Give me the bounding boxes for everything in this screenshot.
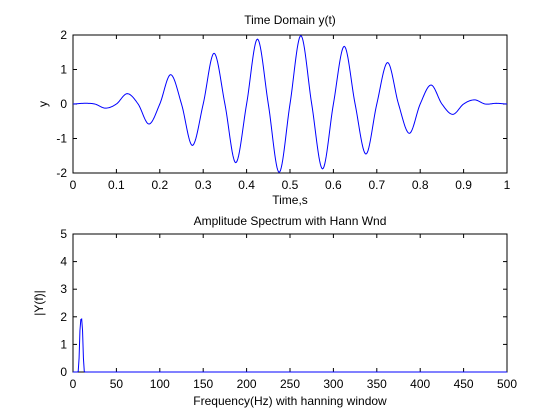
spectrum-ytick-label: 3 [60,282,67,296]
time-domain-xtick-label: 0.7 [368,178,385,192]
spectrum-xtick-label: 150 [193,377,213,391]
spectrum-plot: Amplitude Spectrum with Hann Wnd 0 50 100 1… [32,214,517,408]
time-domain-xtick-label: 0.5 [282,178,299,192]
spectrum-xtick-label: 500 [497,377,517,391]
spectrum-ylabel: |Y(f)| [32,290,46,316]
spectrum-xtick-label: 0 [70,377,77,391]
spectrum-xtick-label: 400 [410,377,430,391]
time-domain-title: Time Domain y(t) [244,13,336,27]
spectrum-ytick-label: 0 [60,365,67,379]
time-domain-ytick-label: 2 [60,28,67,42]
spectrum-ytick-label: 5 [60,227,67,241]
time-domain-ylabel: y [36,101,50,107]
time-domain-xtick-label: 0.6 [325,178,342,192]
time-domain-ytick-label: 0 [60,97,67,111]
spectrum-xtick-label: 300 [323,377,343,391]
spectrum-ytick-label: 2 [60,310,67,324]
spectrum-xtick-label: 50 [110,377,124,391]
spectrum-xtick-label: 200 [237,377,257,391]
time-domain-plot: Time Domain y(t) 0 0.1 0.2 0.3 0.4 0.5 0.6 0.7 0… [36,13,511,207]
time-domain-xtick-label: 0.3 [195,178,212,192]
time-domain-ytick-label: -2 [56,166,67,180]
spectrum-ytick-label: 1 [60,337,67,351]
time-domain-xtick-label: 1 [504,178,511,192]
spectrum-xtick-label: 250 [280,377,300,391]
spectrum-title: Amplitude Spectrum with Hann Wnd [194,214,387,228]
spectrum-xlabel: Frequency(Hz) with hanning window [193,394,387,408]
time-domain-xtick-label: 0.1 [108,178,125,192]
time-domain-signal-line [72,35,508,173]
time-domain-xlabel: Time,s [272,193,308,207]
spectrum-xtick-label: 350 [367,377,387,391]
time-domain-ytick-label: -1 [56,132,67,146]
spectrum-ytick-label: 4 [60,255,67,269]
time-domain-xtick-label: 0.4 [238,178,255,192]
time-domain-xtick-label: 0.8 [412,178,429,192]
time-domain-ytick-label: 1 [60,63,67,77]
time-domain-xtick-label: 0.9 [455,178,472,192]
spectrum-ticks: 0 50 100 150 200 250 300 350 400 450 500 0 1 2 3 4 5 [60,227,517,391]
time-domain-xtick-label: 0 [70,178,77,192]
spectrum-line [73,318,507,373]
spectrum-xtick-label: 100 [150,377,170,391]
time-domain-ticks: 0 0.1 0.2 0.3 0.4 0.5 0.6 0.7 0.8 0.9 1 -2 -1 0 1 2 [56,28,510,192]
time-domain-xtick-label: 0.2 [151,178,168,192]
spectrum-axes-box [72,233,508,373]
spectrum-xtick-label: 450 [454,377,474,391]
